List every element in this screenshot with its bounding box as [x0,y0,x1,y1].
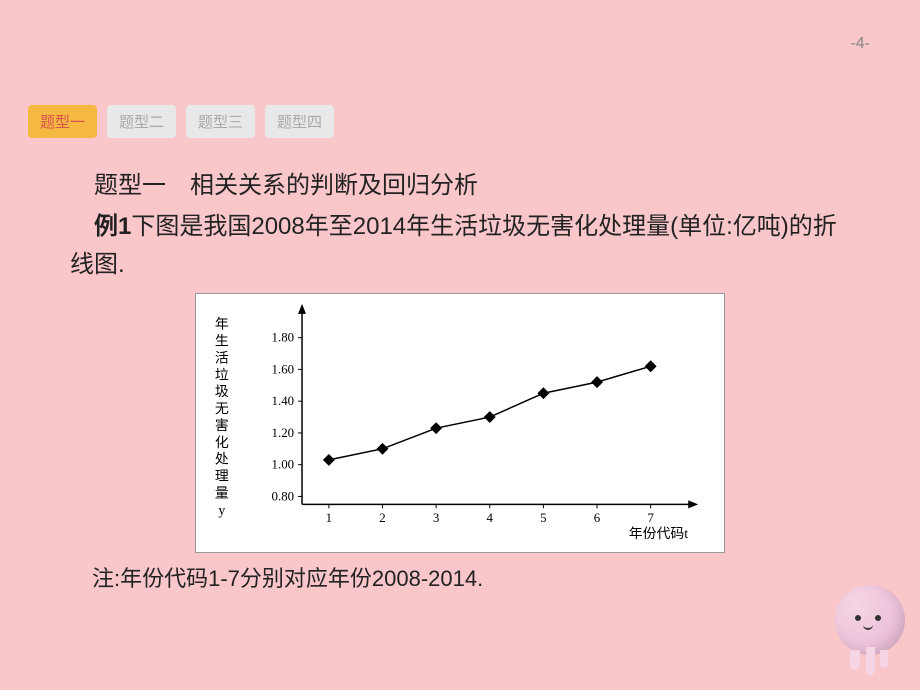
footnote: 注:年份代码1-7分别对应年份2008-2014. [70,561,850,593]
svg-text:处: 处 [215,451,229,467]
svg-text:化: 化 [215,435,229,451]
svg-text:1.20: 1.20 [272,426,295,440]
svg-text:年份代码t: 年份代码t [629,526,689,542]
ice-cream-ball-icon [835,585,905,655]
svg-text:量: 量 [215,485,229,501]
svg-text:0.80: 0.80 [272,489,295,503]
svg-text:生: 生 [215,333,229,349]
svg-text:害: 害 [215,418,229,434]
svg-text:y: y [218,503,225,518]
svg-text:理: 理 [215,469,229,484]
svg-text:3: 3 [433,511,439,525]
eye-icon [855,615,861,621]
tab-type-1[interactable]: 题型一 [28,105,97,138]
svg-text:无: 无 [215,402,229,417]
tab-type-2[interactable]: 题型二 [107,105,176,138]
tabs-container: 题型一 题型二 题型三 题型四 [28,105,334,138]
drip-icon [866,647,875,675]
svg-text:2: 2 [379,511,385,525]
svg-text:垃: 垃 [215,367,229,383]
ice-cream-decoration [820,590,910,680]
svg-text:圾: 圾 [215,384,229,400]
svg-text:1.40: 1.40 [272,394,295,408]
example-label: 例1 [94,213,131,240]
eye-icon [875,615,881,621]
drip-icon [880,650,888,668]
tab-type-3[interactable]: 题型三 [186,105,255,138]
svg-text:1.60: 1.60 [272,362,295,376]
svg-text:5: 5 [540,511,546,525]
example-text: 例1下图是我国2008年至2014年生活垃圾无害化处理量(单位:亿吨)的折线图. [70,208,850,285]
svg-text:6: 6 [594,511,601,525]
svg-text:年: 年 [215,317,229,333]
svg-text:7: 7 [647,511,654,525]
svg-text:活: 活 [215,350,229,366]
mouth-icon [863,625,873,630]
svg-text:1: 1 [326,511,332,525]
chart-svg: 0.80 1.00 1.20 1.40 1.60 1.80 1 2 3 4 5 6 7年份代码t 年生活垃… [196,294,724,552]
svg-text:1.00: 1.00 [272,457,295,471]
example-body: 下图是我国2008年至2014年生活垃圾无害化处理量(单位:亿吨)的折线图. [70,213,837,278]
svg-text:4: 4 [487,511,494,525]
svg-text:1.80: 1.80 [272,330,295,344]
line-chart: 0.80 1.00 1.20 1.40 1.60 1.80 1 2 3 4 5 6 7年份代码t 年生活垃… [195,293,725,553]
section-title: 题型一 相关关系的判断及回归分析 [70,165,850,200]
page-number: -4- [850,35,870,53]
content-area: 题型一 相关关系的判断及回归分析 例1下图是我国2008年至2014年生活垃圾无… [70,165,850,593]
tab-type-4[interactable]: 题型四 [265,105,334,138]
drip-icon [850,650,860,670]
